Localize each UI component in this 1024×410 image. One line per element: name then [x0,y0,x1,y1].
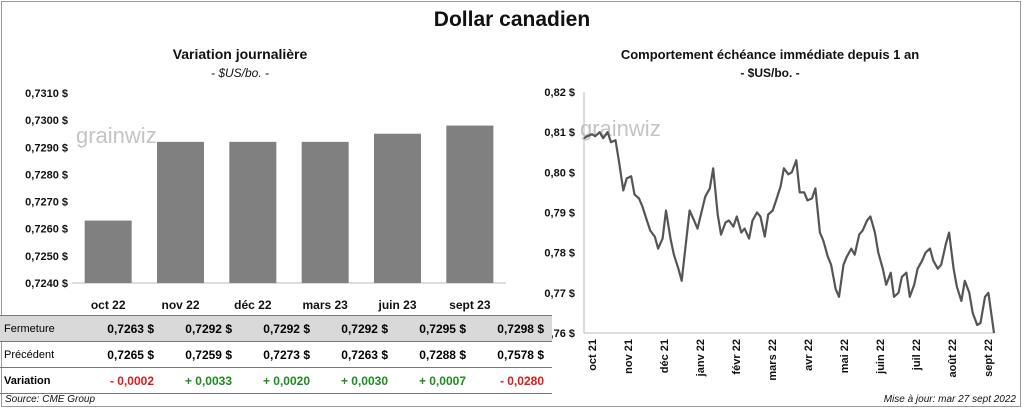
main-title: Dollar canadien [433,8,591,31]
right-chart-title: Comportement échéance immédiate depuis 1… [620,47,920,62]
bar-y-tick-label: 0,7260 $ [25,224,68,236]
bar [373,133,422,283]
line-x-tick-label: nov 21 [623,339,635,374]
left-chart-unit: - $US/bo. - [210,66,270,80]
table-cell: - 0,0002 [84,367,162,394]
bar [84,220,132,283]
line-y-tick-label: 0,80 $ [544,167,575,179]
row-label-variation: Variation [0,367,84,394]
line-x-tick-label: déc 21 [659,339,671,373]
table-cell: 0,7578 $ [497,347,544,362]
table-cell: 0,7292 $ [162,315,240,342]
table-cell: 0,7298 $ [474,315,552,342]
row-label-closing: Fermeture [0,315,84,342]
bar-y-tick-label: 0,7240 $ [25,278,68,290]
line-y-tick-label: 0,81 $ [544,127,575,139]
table-cell: 0,7295 $ [396,315,474,342]
table-cell: 0,7292 $ [318,315,396,342]
bar-category-label: mars 23 [302,298,348,312]
line-x-tick-label: juin 22 [875,339,887,375]
table-cell: 0,7265 $ [107,347,154,362]
line-x-tick-label: juil 22 [911,339,923,371]
bar-category-label: sept 23 [449,298,491,312]
table-cell: 0,7288 $ [419,347,466,362]
bar [156,141,205,283]
table-cell: 0,7263 $ [341,347,388,362]
line-y-tick-label: 0,76 $ [544,328,575,340]
table-cell: + 0,0007 [396,367,474,394]
bar [446,125,494,283]
line-y-tick-label: 0,82 $ [544,87,575,99]
bar-category-label: déc 22 [234,298,272,312]
watermark-right: grainwiz [580,116,661,141]
line-x-tick-label: mai 22 [839,339,851,373]
bar-category-label: oct 22 [91,298,126,312]
table-row-closing: Fermeture 0,7263 $ 0,7292 $ 0,7292 $ 0,7… [0,315,552,342]
table-cell: 0,7273 $ [263,347,310,362]
bar-y-tick-label: 0,7310 $ [25,88,68,100]
update-note: Mise à jour: mar 27 sept 2022 [883,394,1016,405]
line-x-tick-label: sept 22 [983,339,995,377]
line-x-tick-label: avr 22 [803,339,815,371]
table-row-previous: Précédent 0,7265 $ 0,7259 $ 0,7273 $ 0,7… [0,342,552,368]
table-cell: 0,7292 $ [240,315,318,342]
values-table: Fermeture 0,7263 $ 0,7292 $ 0,7292 $ 0,7… [0,315,552,394]
table-cell: 0,7263 $ [84,315,162,342]
source-note: Source: CME Group [5,394,96,405]
line-y-tick-label: 0,77 $ [544,288,575,300]
table-cell: + 0,0020 [240,367,318,394]
bar [229,141,277,283]
bar-category-label: juin 23 [377,298,416,312]
bar-y-tick-label: 0,7250 $ [25,251,68,263]
row-label-previous: Précédent [4,348,55,361]
line-x-tick-label: janv 22 [695,339,707,377]
bar-category-label: nov 22 [161,298,199,312]
line-y-tick-label: 0,79 $ [544,208,575,220]
line-x-tick-label: oct 21 [587,339,599,371]
table-cell: + 0,0030 [318,367,396,394]
table-cell: + 0,0033 [162,367,240,394]
line-x-tick-label: août 22 [947,339,959,378]
left-chart-title: Variation journalière [172,46,308,62]
right-chart-unit: - $US/bo. - [740,66,800,80]
bar-y-tick-label: 0,7300 $ [25,115,68,127]
watermark-left: grainwiz [76,123,157,148]
bar-y-tick-label: 0,7290 $ [25,142,68,154]
bar-y-tick-label: 0,7270 $ [25,197,68,209]
price-line [583,131,996,334]
table-cell: - 0,0280 [474,367,552,394]
bar-y-tick-label: 0,7280 $ [25,169,68,181]
table-row-variation: Variation - 0,0002 + 0,0033 + 0,0020 + 0… [0,367,552,394]
line-x-tick-label: févr 22 [731,339,743,374]
line-x-tick-label: mars 22 [767,339,779,381]
line-y-tick-label: 0,78 $ [544,248,575,260]
table-cell: 0,7259 $ [185,347,232,362]
bar [301,141,349,283]
